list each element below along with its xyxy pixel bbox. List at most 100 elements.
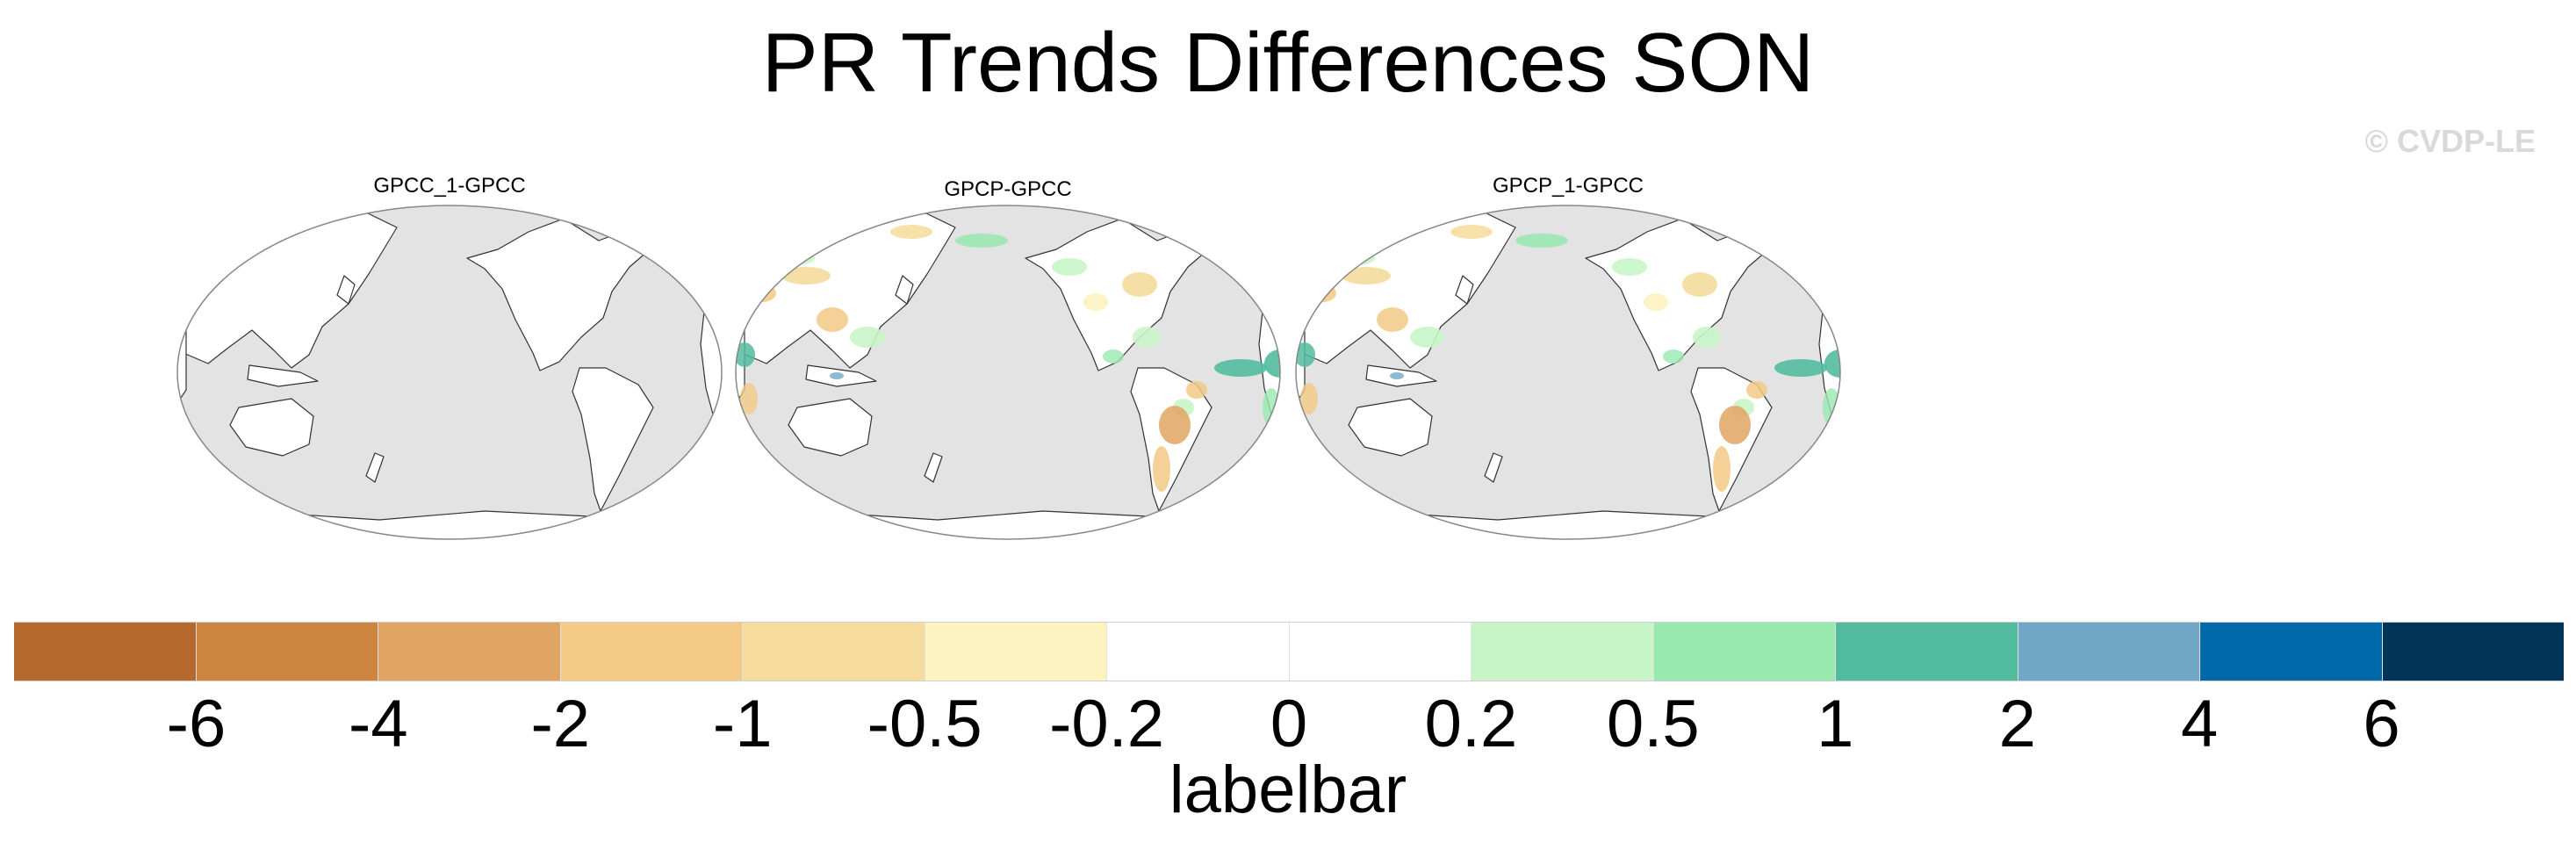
anomaly-patch <box>1693 327 1721 348</box>
map-border <box>176 205 723 540</box>
colorbar-box-8 <box>1471 623 1654 681</box>
anomaly-patch <box>1450 225 1493 239</box>
colorbar-box-10 <box>1836 623 2018 681</box>
land-shape <box>1732 208 1788 249</box>
colorbar-tick-label: -0.5 <box>867 687 982 761</box>
land-shape <box>1455 275 1474 305</box>
anomaly-patch <box>736 342 755 367</box>
anomaly-patch <box>1410 327 1445 348</box>
colorbar-tick-label: -2 <box>530 687 591 761</box>
anomaly-patch <box>1824 349 1840 378</box>
colorbar-tick-label: 4 <box>2181 687 2219 761</box>
land-shape <box>1484 452 1503 483</box>
land-shape <box>924 452 943 483</box>
anomaly-patch <box>1821 249 1840 267</box>
panel-title-2: GPCP-GPCC <box>944 177 1072 201</box>
panel-title-1: GPCC_1-GPCC <box>373 174 526 198</box>
anomaly-patch <box>1153 446 1170 492</box>
colorbar-tick-label: 0 <box>1270 687 1308 761</box>
colorbar-tick-label: 6 <box>2363 687 2400 761</box>
colorbar-label: labelbar <box>1169 753 1407 827</box>
land-shape <box>466 218 661 371</box>
anomaly-patch <box>781 267 831 285</box>
land-shape <box>247 364 319 387</box>
anomaly-patch <box>1122 272 1157 297</box>
colorbar-box-3 <box>560 623 743 681</box>
anomaly-patch <box>817 307 848 332</box>
anomaly-patch <box>1342 267 1391 285</box>
colorbar-tick-label: 2 <box>1998 687 2036 761</box>
anomaly-patch <box>1261 249 1280 267</box>
anomaly-patch <box>1774 359 1827 377</box>
colorbar-box-9 <box>1653 623 1836 681</box>
land-shape <box>229 398 314 457</box>
colorbar-tick-label: -0.2 <box>1049 687 1165 761</box>
anomaly-patch <box>1214 359 1267 377</box>
colorbar-box-13 <box>2382 623 2564 681</box>
land-shape <box>699 215 722 270</box>
anomaly-patch <box>1264 349 1280 378</box>
anomaly-patch <box>1746 381 1767 399</box>
anomaly-patch <box>1719 406 1751 444</box>
map-panel-1 <box>176 205 723 540</box>
watermark: © CVDP-LE <box>2364 123 2536 159</box>
anomaly-patch <box>1322 250 1375 266</box>
page-title: PR Trends Differences SON <box>761 16 1815 110</box>
anomaly-patches <box>736 225 1280 492</box>
land-shape <box>336 275 356 305</box>
map-border <box>1295 205 1841 540</box>
anomaly-patch <box>1308 285 1336 302</box>
colorbar-box-4 <box>743 623 925 681</box>
anomaly-patch <box>1133 327 1161 348</box>
colorbar <box>14 622 2564 681</box>
land-shape <box>788 398 873 457</box>
colorbar-ticks: -6 -4 -2 -1 -0.5 -0.2 0 0.2 0.5 1 2 4 6 <box>14 685 2564 764</box>
colorbar-tick-label: 0.5 <box>1607 687 1700 761</box>
colorbar-box-0 <box>14 623 197 681</box>
colorbar-box-6 <box>1107 623 1290 681</box>
anomaly-patch <box>748 285 776 302</box>
anomaly-patch <box>740 383 758 414</box>
anomaly-patch <box>1186 381 1207 399</box>
land-shape <box>1257 215 1280 270</box>
anomaly-patch <box>1390 372 1404 379</box>
anomaly-patch <box>1644 293 1668 311</box>
land-shape <box>614 208 670 249</box>
anomaly-patch <box>955 234 1008 248</box>
map-panel-2 <box>735 205 1281 540</box>
map-panel-3 <box>1295 205 1841 540</box>
panel-title-3: GPCP_1-GPCC <box>1492 174 1644 198</box>
anomaly-patch <box>1612 258 1647 276</box>
land-shape <box>1296 510 1840 539</box>
anomaly-patch <box>890 225 932 239</box>
colorbar-tick-label: -4 <box>349 687 408 761</box>
colorbar-box-5 <box>925 623 1107 681</box>
colorbar-box-7 <box>1289 623 1471 681</box>
anomaly-patch <box>830 372 844 379</box>
anomaly-patch <box>1159 406 1191 444</box>
land-shape <box>1817 215 1840 270</box>
anomaly-patch <box>1682 272 1717 297</box>
anomaly-patch <box>850 327 885 348</box>
colorbar-box-11 <box>2018 623 2200 681</box>
colorbar-box-12 <box>2200 623 2383 681</box>
map-border <box>735 205 1281 540</box>
colorbar-box-2 <box>378 623 561 681</box>
anomaly-patch <box>1052 258 1087 276</box>
land-shape <box>1172 208 1228 249</box>
land-shape <box>365 452 385 483</box>
anomaly-patch <box>1083 293 1108 311</box>
colorbar-tick-label: 1 <box>1817 687 1854 761</box>
anomaly-patch <box>1103 349 1124 364</box>
land-shape <box>177 510 722 539</box>
colorbar-tick-label: 0.2 <box>1424 687 1518 761</box>
colorbar-tick-label: -1 <box>712 687 773 761</box>
land-shape <box>895 275 914 305</box>
anomaly-patch <box>1300 383 1318 414</box>
anomaly-patch <box>1296 342 1315 367</box>
land-shape <box>736 510 1280 539</box>
anomaly-patch <box>762 250 815 266</box>
anomaly-patch <box>1663 349 1684 364</box>
colorbar-box-1 <box>196 623 378 681</box>
